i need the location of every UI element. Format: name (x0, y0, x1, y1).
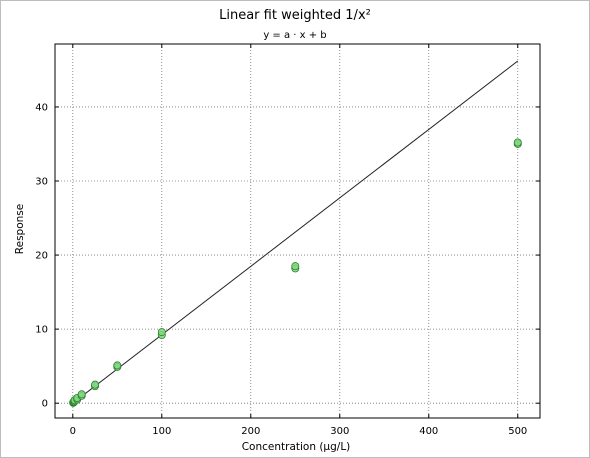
data-point (157, 328, 166, 337)
x-tick-label: 400 (419, 426, 438, 437)
y-axis-label: Response (14, 204, 26, 254)
data-point (113, 361, 122, 370)
x-tick-label: 0 (70, 426, 76, 437)
data-point (91, 380, 100, 389)
x-tick-label: 200 (241, 426, 260, 437)
plot-area (54, 43, 541, 419)
data-point (291, 262, 300, 271)
y-tick-label: 30 (35, 177, 48, 188)
data-point (77, 390, 86, 399)
axis-ticks: 0 100 200 300 400 500 0 10 20 30 40 (35, 44, 540, 437)
x-axis-label: Concentration (µg/L) (242, 441, 351, 453)
y-tick-label: 20 (35, 251, 48, 262)
y-tick-label: 10 (35, 325, 48, 336)
fit-line-group (72, 60, 519, 404)
data-points (69, 138, 522, 407)
fit-line (72, 60, 519, 404)
x-tick-label: 500 (508, 426, 527, 437)
data-point (513, 138, 522, 147)
x-tick-label: 100 (152, 426, 171, 437)
y-tick-label: 0 (42, 399, 48, 410)
x-tick-label: 300 (330, 426, 349, 437)
grid (55, 44, 540, 418)
chart-title: Linear fit weighted 1/x² (219, 8, 371, 23)
y-tick-label: 40 (35, 102, 48, 113)
chart-subtitle: y = a · x + b (263, 30, 326, 41)
